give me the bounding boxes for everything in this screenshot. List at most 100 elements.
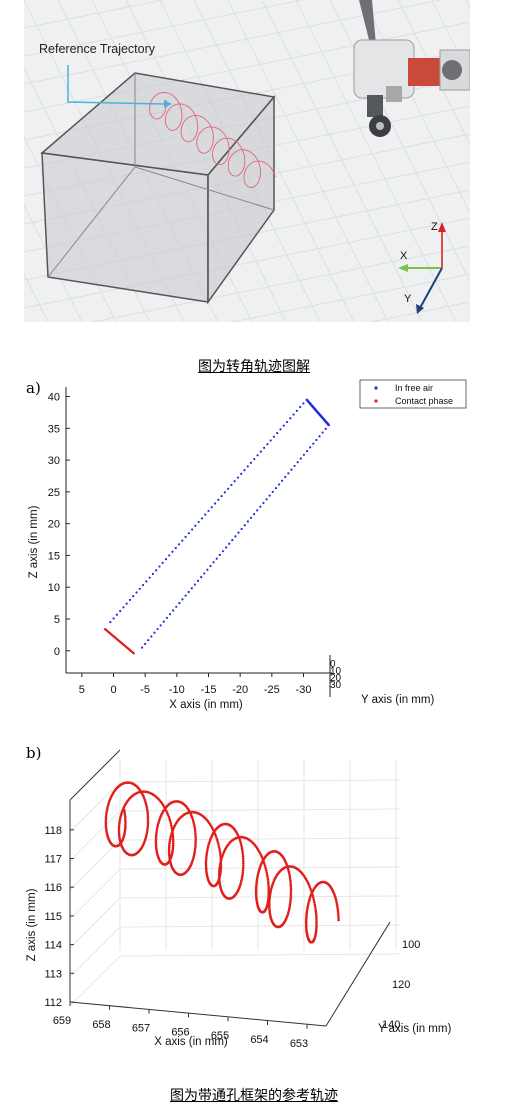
free-air-point [162, 620, 165, 623]
free-air-point [194, 524, 197, 527]
x-tick-label: -5 [140, 684, 150, 696]
helix-point [337, 918, 340, 922]
y-tick-label: 10 [330, 666, 342, 677]
y-axis-title: Y axis (in mm) [378, 1023, 451, 1035]
helix-point [194, 836, 197, 840]
helix-point [269, 889, 273, 893]
helix-point [219, 860, 222, 864]
helix-point [218, 870, 221, 874]
free-air-point [290, 468, 293, 471]
helix-point [241, 873, 244, 876]
free-air-point [271, 490, 274, 493]
helix-point [118, 835, 121, 839]
free-air-point [305, 449, 309, 453]
helix-point [266, 880, 270, 883]
helix-point [155, 831, 158, 835]
z-tick-label: 35 [48, 423, 60, 435]
helix-point [206, 847, 209, 851]
x-tick-label: 654 [250, 1034, 268, 1046]
helix-point [146, 819, 150, 823]
free-air-point [174, 546, 177, 550]
helix-point [204, 857, 208, 861]
helix-point [315, 920, 318, 924]
free-air-point [233, 480, 236, 483]
helix-point [192, 853, 196, 857]
contact-segment [103, 627, 136, 655]
helix-point [104, 823, 108, 826]
helix-point [241, 855, 245, 858]
helix-point [289, 892, 293, 895]
chart-b-panel: b) 112 113 114 115 116 117 118 659 658 657 656 655 6… [26, 740, 470, 1052]
helix-point [193, 825, 196, 829]
helix-point [124, 825, 127, 829]
free-air-point [171, 550, 174, 553]
free-air-point [231, 538, 234, 542]
x-tick-label: 658 [92, 1019, 110, 1031]
helix-point [254, 894, 258, 897]
x-axis-label: X [400, 250, 408, 262]
helix-point [266, 877, 270, 881]
helix-point [289, 899, 292, 902]
helix-point [315, 914, 318, 917]
helix-point [304, 922, 308, 925]
helix-point [166, 811, 169, 815]
free-air-point [164, 558, 168, 561]
grid-line [119, 808, 401, 812]
helix-point [117, 824, 121, 827]
helix-point [268, 897, 271, 900]
z-tick-label: 117 [44, 854, 62, 866]
helix-point [146, 808, 149, 812]
free-air-point [153, 631, 156, 634]
helix-point [154, 843, 158, 847]
grid-line [69, 810, 121, 862]
helix-point [240, 875, 244, 878]
helix-point [194, 834, 197, 838]
helix-point [118, 820, 121, 823]
free-air-point [287, 472, 290, 475]
helix-point [314, 912, 318, 915]
helix-point [104, 815, 108, 818]
free-air-point [218, 553, 221, 556]
free-air-point [302, 402, 305, 405]
helix-point [144, 802, 148, 805]
free-air-point [234, 535, 237, 538]
helix-point [288, 872, 291, 875]
helix-point [145, 804, 148, 807]
helix-point [205, 855, 208, 859]
helix-point [167, 852, 171, 855]
free-air-point [132, 595, 135, 598]
helix-point [267, 888, 270, 892]
chart-b-plot: 112 113 114 115 116 117 118 659 658 657 656 655 654 6… [26, 749, 451, 1050]
helix-point [313, 903, 317, 906]
free-air-point [144, 642, 147, 645]
helix-point [217, 874, 221, 877]
legend-free-air-marker [374, 386, 378, 390]
free-air-point [190, 587, 193, 590]
helix-point [124, 821, 127, 825]
transparent-box [40, 72, 276, 305]
x-tick-label: 659 [53, 1015, 71, 1027]
helix-point [145, 832, 148, 836]
helix-point [217, 872, 221, 876]
helix-point [263, 864, 267, 867]
free-air-point [177, 543, 181, 546]
free-air-point [204, 513, 207, 516]
free-air-point [175, 605, 178, 608]
helix-point [168, 855, 171, 859]
helix-point [205, 849, 209, 853]
z-tick-label: 115 [44, 911, 62, 923]
helix-point [204, 861, 208, 865]
free-air-point [191, 528, 194, 531]
z-tick-label: 30 [48, 455, 60, 467]
helix-point [106, 807, 109, 810]
helix-point [171, 837, 175, 841]
free-air-point [228, 542, 231, 545]
helix-point [314, 907, 317, 911]
free-air-point [215, 557, 218, 560]
free-air-point [259, 450, 262, 453]
free-air-point [237, 531, 240, 534]
helix-point [194, 832, 197, 835]
helix-point [194, 841, 197, 844]
helix-point [154, 841, 158, 845]
x-tick-label: -30 [296, 684, 312, 696]
